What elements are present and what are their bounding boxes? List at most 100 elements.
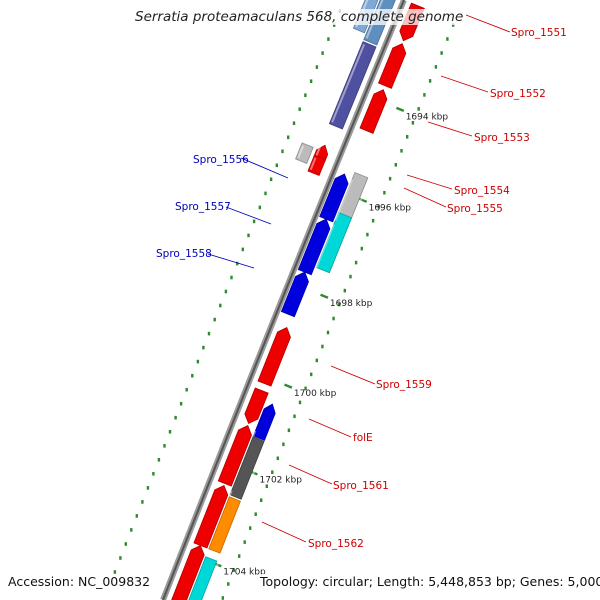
gene-purple-1[interactable]	[328, 41, 377, 130]
minor-tick-mark	[191, 373, 194, 378]
minor-tick-mark	[287, 428, 291, 433]
gene-features	[171, 0, 427, 600]
genome-backbone-inner-line	[162, 0, 405, 600]
gene-label-spro-1554[interactable]: Spro_1554	[454, 185, 510, 197]
label-leader-lines	[207, 14, 511, 543]
leader-line	[207, 253, 255, 269]
minor-tick-mark	[232, 568, 235, 572]
minor-tick-mark	[434, 65, 438, 69]
minor-tick-mark	[271, 470, 274, 474]
gene-label-spro-1552[interactable]: Spro_1552	[490, 88, 546, 100]
gene-spro-1561[interactable]	[229, 436, 265, 500]
minor-tick-mark	[196, 359, 200, 364]
gene-spro-1558[interactable]	[280, 271, 309, 318]
gene-label-spro-1551[interactable]: Spro_1551	[511, 27, 567, 39]
minor-tick-mark	[360, 246, 363, 251]
leader-line	[406, 174, 453, 190]
tick-marks	[113, 9, 455, 600]
minor-tick-mark	[293, 414, 296, 419]
genome-backbone	[160, 0, 407, 600]
gene-purple-1-highlight	[331, 44, 366, 123]
minor-tick-mark	[269, 177, 273, 182]
leader-line	[308, 418, 352, 438]
gene-label-fole[interactable]: folE	[353, 432, 373, 444]
gene-spro-1558-highlight	[296, 277, 314, 316]
topology-summary: Topology: circular; Length: 5,448,853 bp…	[260, 574, 600, 589]
minor-tick-mark	[428, 79, 432, 83]
major-tick-mark	[395, 106, 405, 113]
minor-tick-mark	[224, 289, 228, 294]
minor-tick-mark	[168, 430, 172, 434]
gene-red-d[interactable]	[171, 544, 205, 600]
gene-spro-1557[interactable]	[315, 211, 353, 274]
minor-tick-mark	[321, 51, 324, 55]
gene-spro-1556b[interactable]	[319, 173, 349, 223]
gene-red-c[interactable]	[193, 484, 229, 549]
kbp-label-1702: 1702 kbp	[260, 476, 303, 486]
minor-tick-mark	[327, 37, 330, 41]
gene-spro-1556-highlight	[352, 180, 370, 219]
leader-line	[440, 75, 489, 93]
minor-tick-mark	[310, 372, 313, 377]
minor-tick-mark	[321, 344, 324, 349]
gene-cyan-bottom[interactable]	[185, 556, 218, 600]
minor-tick-mark	[113, 570, 117, 574]
gene-fole-highlight	[266, 408, 281, 440]
minor-tick-mark	[417, 107, 420, 111]
kbp-label-1694: 1694 kbp	[406, 113, 449, 123]
minor-tick-mark	[406, 135, 409, 139]
minor-tick-mark	[354, 260, 358, 265]
gene-spro-1555[interactable]	[295, 142, 314, 165]
gene-label-spro-1558[interactable]: Spro_1558	[156, 248, 212, 260]
minor-tick-mark	[275, 163, 278, 168]
accession-text: Accession: NC_009832	[8, 574, 151, 589]
minor-tick-mark	[152, 472, 155, 476]
gene-label-spro-1556[interactable]: Spro_1556	[193, 154, 249, 166]
leader-line	[288, 464, 333, 485]
gene-fole[interactable]	[252, 403, 276, 441]
gene-spro-1556b-highlight	[334, 179, 353, 221]
gene-spro-1552-segment-highlight	[393, 48, 411, 88]
gene-spro-1562[interactable]	[208, 496, 241, 554]
minor-tick-mark	[366, 232, 369, 237]
kbp-label-1696: 1696 kbp	[369, 203, 412, 213]
minor-tick-mark	[227, 582, 230, 586]
minor-tick-mark	[230, 275, 233, 280]
minor-tick-mark	[282, 442, 285, 447]
minor-tick-mark	[247, 233, 250, 238]
minor-tick-mark	[141, 500, 144, 504]
gene-label-spro-1553[interactable]: Spro_1553	[474, 132, 530, 144]
gene-label-spro-1562[interactable]: Spro_1562	[308, 538, 364, 550]
gene-red-b[interactable]	[217, 424, 252, 487]
minor-tick-mark	[249, 526, 252, 530]
minor-tick-mark	[287, 135, 290, 140]
minor-tick-mark	[338, 302, 341, 307]
minor-tick-mark	[292, 121, 296, 125]
minor-tick-mark	[174, 415, 177, 420]
minor-tick-mark	[452, 23, 455, 27]
gene-spro-1559[interactable]	[257, 327, 291, 387]
gene-label-spro-1555[interactable]: Spro_1555	[447, 203, 503, 215]
leader-line	[225, 206, 272, 225]
gene-spro-1552-segment[interactable]	[377, 43, 407, 89]
gene-spro-1554b[interactable]	[307, 154, 327, 177]
minor-tick-mark	[315, 358, 318, 363]
minor-tick-mark	[265, 484, 268, 488]
minor-tick-mark	[185, 387, 188, 392]
minor-tick-mark	[146, 486, 150, 490]
gene-red-a[interactable]	[244, 387, 269, 425]
gene-spro-1557b[interactable]	[297, 218, 331, 276]
gene-spro-1554b-highlight	[309, 157, 317, 171]
minor-tick-mark	[400, 149, 403, 153]
minor-tick-mark	[163, 444, 166, 448]
gene-label-spro-1557[interactable]: Spro_1557	[175, 201, 231, 213]
minor-tick-mark	[332, 316, 335, 321]
kbp-label-1700: 1700 kbp	[294, 389, 337, 399]
gene-label-spro-1559[interactable]: Spro_1559	[376, 379, 432, 391]
minor-tick-mark	[371, 218, 375, 223]
gene-spro-1553-segment[interactable]	[359, 89, 388, 134]
gene-label-spro-1561[interactable]: Spro_1561	[333, 480, 389, 492]
minor-tick-mark	[349, 274, 352, 279]
gene-spro-1553-segment-highlight	[374, 94, 392, 133]
